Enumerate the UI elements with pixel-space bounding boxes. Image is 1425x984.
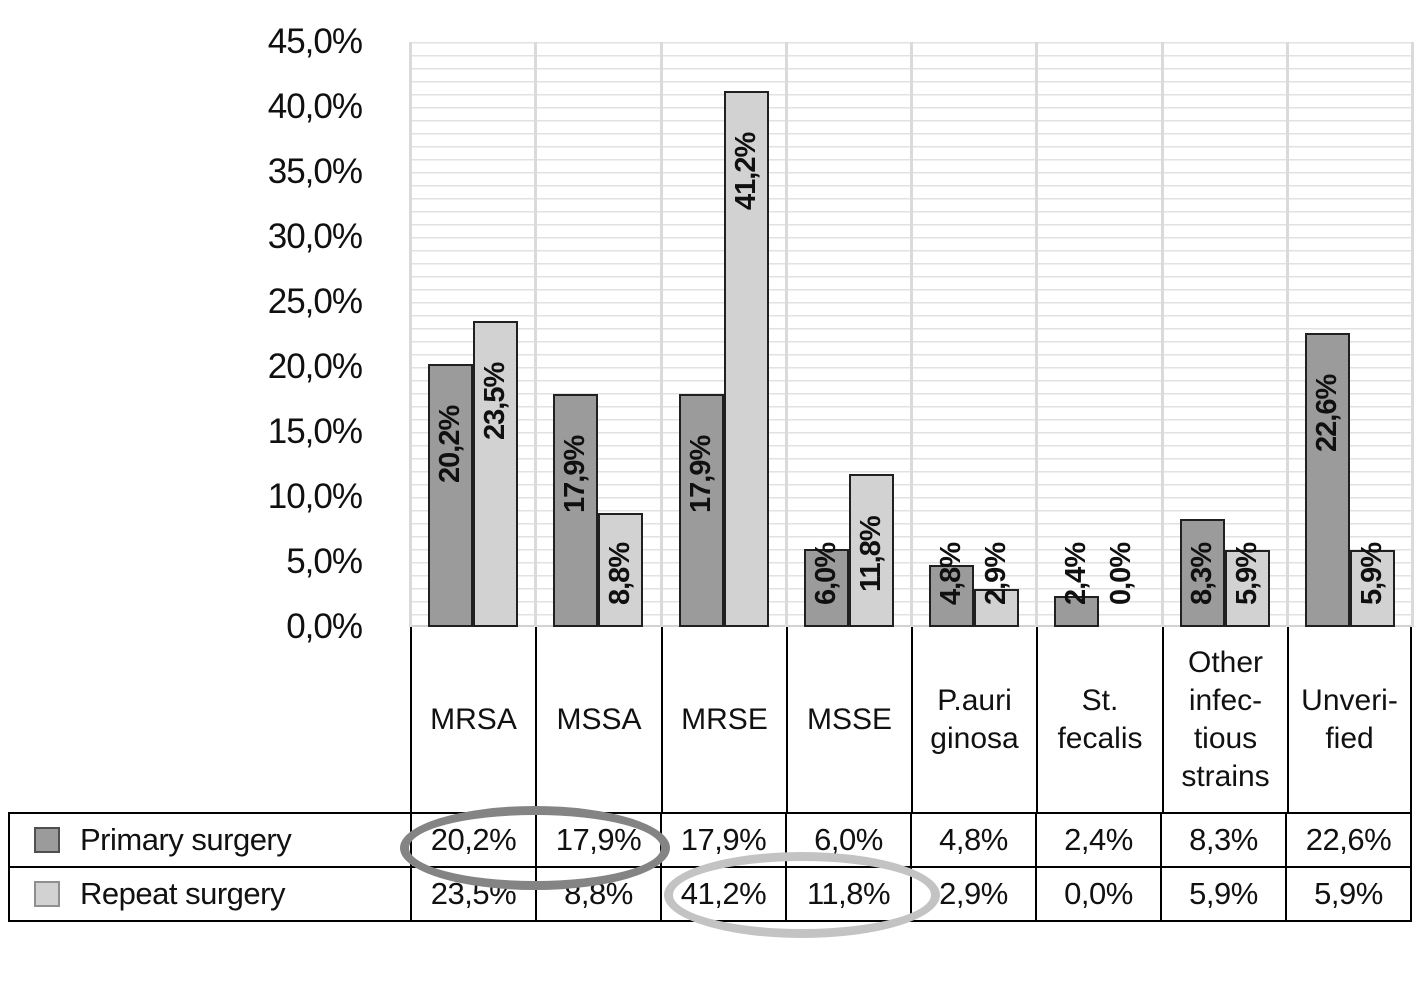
bar-repeat-surgery — [973, 589, 1019, 627]
bar-repeat-surgery — [472, 321, 518, 627]
table-value-cell: 23,5% — [410, 866, 537, 922]
legend-item-primary-surgery: Primary surgery — [8, 812, 412, 868]
legend-item-repeat-surgery: Repeat surgery — [8, 866, 412, 922]
annotation-ellipse-primary — [400, 806, 670, 890]
bar-primary-surgery — [1179, 519, 1225, 627]
category-label: ginosa — [930, 721, 1019, 755]
vertical-gridline — [534, 42, 537, 627]
vertical-gridline — [785, 42, 788, 627]
vertical-gridline — [409, 42, 412, 627]
bar-value-label: 20,2% — [433, 405, 466, 484]
bar-primary-surgery — [803, 549, 849, 627]
table-value-cell: 0,0% — [1035, 866, 1162, 922]
vertical-gridline — [1161, 42, 1164, 627]
plot-area: 20,2% 17,9% 17,9% 6,0% 4,8% 2,4% 8,3% 22,6% 23,5… — [409, 42, 1414, 627]
bar-primary-surgery — [427, 364, 473, 627]
bar-value-label: 11,8% — [854, 516, 887, 593]
bar-value-label: 23,5% — [478, 362, 511, 441]
vertical-gridline — [910, 42, 913, 627]
annotation-ellipse-repeat — [664, 852, 940, 938]
vertical-gridline — [1411, 42, 1414, 627]
bar-value-label: 41,2% — [729, 132, 762, 211]
y-axis-tick-label: 0,0% — [286, 607, 363, 646]
legend-swatch-icon — [34, 827, 60, 853]
category-label: infec- — [1188, 683, 1263, 717]
category-label: Unveri- — [1301, 683, 1398, 717]
legend-label: Repeat surgery — [80, 876, 285, 911]
table-value-cell: 5,9% — [1285, 866, 1412, 922]
bar-primary-surgery — [1054, 596, 1099, 627]
table-value-cell: 4,8% — [910, 812, 1037, 868]
y-axis-tick-label: 20,0% — [267, 347, 363, 386]
category-label: MSSE — [806, 702, 893, 736]
category-label: MRSA — [430, 702, 517, 736]
category-label: MRSE — [681, 702, 768, 736]
table-value-cell: 5,9% — [1160, 866, 1287, 922]
vertical-gridline — [660, 42, 663, 627]
category-label: MSSA — [556, 702, 642, 736]
bar-value-label: 8,3% — [1185, 542, 1218, 606]
vertical-gridline — [1035, 42, 1038, 627]
table-value-cell: 22,6% — [1285, 812, 1412, 868]
category-cell: Unveri-fied — [1287, 627, 1412, 812]
y-axis-tick-label: 45,0% — [267, 22, 363, 61]
table-value-cell: 8,3% — [1160, 812, 1287, 868]
bar-repeat-surgery — [1349, 550, 1395, 627]
y-axis-tick-label: 40,0% — [267, 87, 363, 126]
bar-primary-surgery — [928, 565, 974, 627]
bar-value-label: 2,4% — [1060, 542, 1092, 606]
category-cell: P.auri ginosa — [911, 627, 1036, 812]
y-axis-tick-label: 5,0% — [286, 542, 363, 581]
category-label: fied — [1325, 721, 1374, 755]
bar-value-label: 17,9% — [559, 435, 591, 514]
category-label: P.auri — [937, 683, 1012, 717]
bar-repeat-surgery — [848, 474, 894, 627]
legend-label: Primary surgery — [80, 822, 292, 857]
category-cell: MSSA — [535, 627, 661, 812]
bar-value-label: 5,9% — [1355, 542, 1388, 606]
vertical-gridline — [1286, 42, 1289, 627]
y-axis-tick-label: 25,0% — [267, 282, 363, 321]
table-value-cell: 2,4% — [1035, 812, 1162, 868]
category-cell: MRSE — [661, 627, 786, 812]
bar-primary-surgery — [1304, 333, 1350, 627]
bar-repeat-surgery — [1224, 550, 1270, 627]
legend-swatch-icon — [34, 881, 60, 907]
bar-primary-surgery — [553, 394, 598, 627]
bar-value-label: 22,6% — [1310, 374, 1343, 453]
table-row: Primary surgery 20,2% 17,9% 17,9% 6,0% 4,8% 2,… — [8, 812, 1412, 868]
bar-value-label: 5,9% — [1230, 542, 1263, 606]
y-axis-tick-label: 15,0% — [267, 412, 363, 451]
category-label: strains — [1181, 759, 1270, 793]
y-axis-tick-label: 10,0% — [267, 477, 363, 516]
bar-repeat-surgery — [723, 91, 769, 627]
bar-value-label: 17,9% — [684, 435, 717, 514]
bar-value-label: 2,9% — [979, 542, 1012, 606]
category-cell: Other infec-tious strains — [1162, 627, 1287, 812]
category-cell: MRSA — [410, 627, 535, 812]
category-label: tious — [1193, 721, 1258, 755]
category-cell: St. fecalis — [1036, 627, 1162, 812]
bar-repeat-surgery — [598, 513, 643, 627]
bar-value-label: 6,0% — [809, 542, 842, 606]
bar-primary-surgery — [678, 394, 724, 627]
category-label: Other — [1187, 645, 1264, 679]
category-cell: MSSE — [786, 627, 911, 812]
bar-value-label: 8,8% — [604, 542, 636, 606]
bar-value-label: 0,0% — [1105, 542, 1137, 606]
category-label: St. — [1081, 683, 1119, 717]
bar-value-label: 4,8% — [934, 542, 967, 606]
y-axis-tick-label: 30,0% — [267, 217, 363, 256]
y-axis-tick-label: 35,0% — [267, 152, 363, 191]
category-label: fecalis — [1057, 721, 1143, 755]
